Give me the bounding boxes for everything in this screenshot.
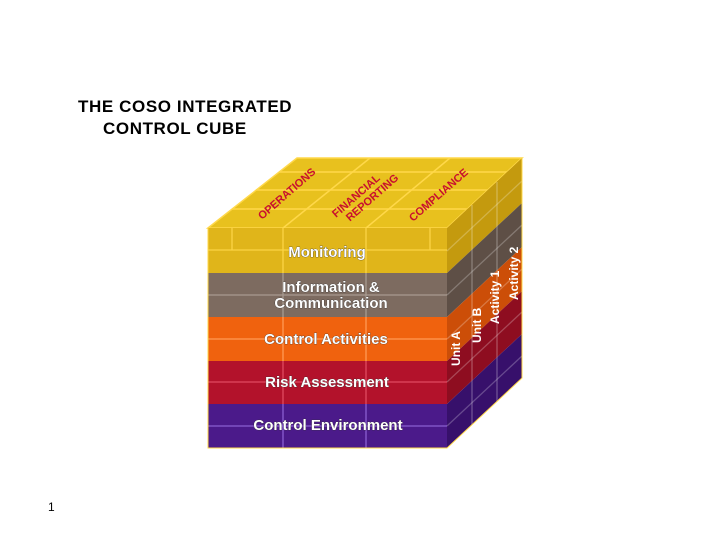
title-line-2: CONTROL CUBE — [103, 119, 247, 138]
side-risk-assessment — [447, 291, 522, 404]
title-line-1: THE COSO INTEGRATED — [78, 97, 293, 116]
label-risk-assessment: Risk Assessment — [265, 374, 389, 391]
top-grid — [232, 157, 511, 229]
side-grid — [446, 180, 523, 427]
label-control-environment: Control Environment — [253, 417, 402, 434]
page-number: 1 — [48, 500, 55, 514]
label-unit-a: Unit A — [449, 331, 463, 366]
label-activity-1: Activity 1 — [488, 270, 502, 324]
slide-title: THE COSO INTEGRATED CONTROL CUBE — [78, 96, 292, 140]
side-control-activities — [447, 247, 522, 361]
label-control-activities: Control Activities — [264, 331, 388, 348]
side-control-environment — [447, 334, 522, 448]
side-monitoring — [447, 158, 522, 273]
label-unit-b: Unit B — [470, 307, 484, 343]
cube-outline — [207, 158, 523, 449]
label-information-line1: Information & — [282, 279, 380, 296]
label-information-line2: Communication — [274, 295, 387, 312]
label-monitoring: Monitoring — [288, 244, 365, 261]
side-information-communication — [447, 203, 522, 317]
label-activity-2: Activity 2 — [507, 246, 521, 300]
front-grid — [208, 228, 447, 448]
